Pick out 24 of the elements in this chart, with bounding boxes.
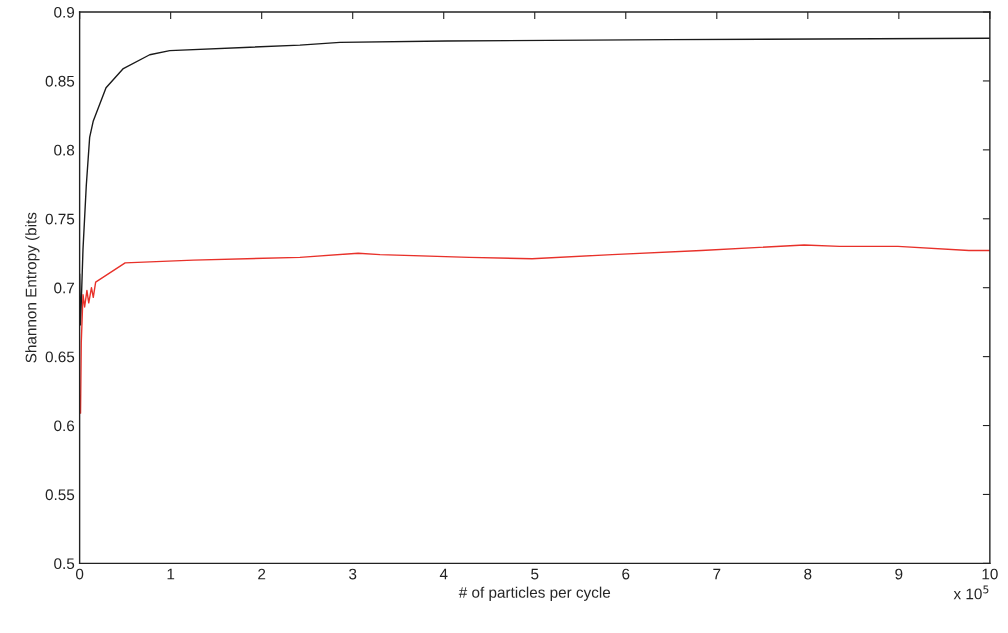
x-tick-label: 8 (804, 568, 812, 580)
x-tick-label: 4 (439, 568, 448, 580)
y-axis-title: Shannon Entropy (bits (25, 212, 40, 363)
y-tick-label: 0.6 (54, 420, 75, 432)
y-tick-label: 0.7 (54, 282, 75, 294)
y-tick-label: 0.9 (54, 6, 75, 18)
text: x 10$^{5}$ (953, 585, 989, 600)
y-tick-label: 0.8 (54, 144, 75, 156)
x-axis-title: # of particles per cycle (458, 586, 611, 601)
line-series (79, 244, 990, 414)
x-tick-label: 6 (622, 568, 630, 580)
x-tick-label: 9 (895, 568, 903, 580)
y-tick-label: 0.65 (45, 351, 75, 363)
y-tick-label: 0.55 (45, 489, 75, 501)
x-tick-label: 3 (349, 568, 357, 580)
x-tick-label: 2 (258, 568, 266, 580)
x-tick-label: 0 (75, 568, 84, 580)
x-tick-label: 5 (531, 568, 539, 580)
x-tick-label: 10 (982, 568, 998, 580)
y-tick-label: 0.75 (45, 213, 75, 225)
x-tick-label: 1 (167, 568, 175, 580)
x-tick-label: 7 (713, 568, 721, 580)
y-tick-label: 0.85 (45, 75, 75, 87)
y-tick-label: 0.5 (54, 558, 75, 570)
